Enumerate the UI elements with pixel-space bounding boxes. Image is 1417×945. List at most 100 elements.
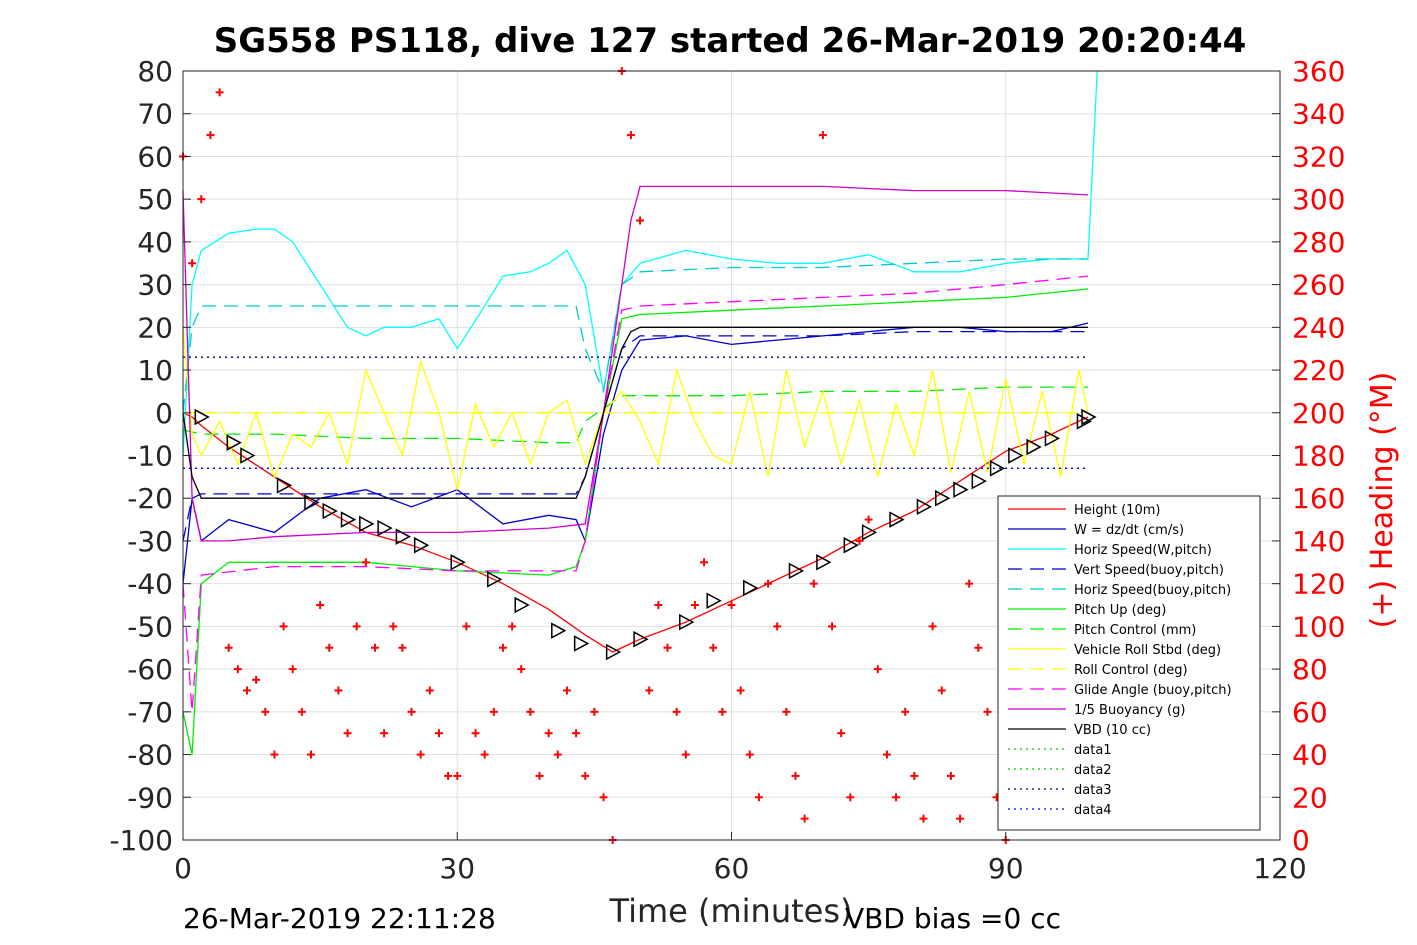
left-tick-label: -10 <box>127 440 173 473</box>
vbd-marker <box>605 643 622 661</box>
heading-point <box>197 195 206 204</box>
heading-point <box>562 686 571 695</box>
legend-label: VBD (10 cc) <box>1074 723 1151 738</box>
vbd-marker <box>843 536 859 554</box>
heading-point <box>233 665 242 674</box>
legend-label: Pitch Control (mm) <box>1074 623 1196 638</box>
series-line-9 <box>182 275 1089 712</box>
right-tick-label: 340 <box>1292 98 1345 131</box>
left-tick-label: -30 <box>127 525 173 558</box>
chart-title: SG558 PS118, dive 127 started 26-Mar-201… <box>214 21 1247 61</box>
legend-label: Horiz Speed(buoy,pitch) <box>1074 583 1231 598</box>
right-tick-label: 140 <box>1292 525 1345 558</box>
heading-point <box>297 707 306 716</box>
heading-point <box>526 707 535 716</box>
heading-point <box>370 643 379 652</box>
right-tick-label: 60 <box>1292 696 1328 729</box>
vbd-marker <box>816 554 832 571</box>
legend-label: Horiz Speed(W,pitch) <box>1074 543 1212 558</box>
series-line-0 <box>182 412 1089 653</box>
left-tick-label: -70 <box>127 696 173 729</box>
right-tick-label: 260 <box>1292 269 1345 302</box>
left-tick-label: 70 <box>137 98 173 131</box>
x-tick-label: 0 <box>174 852 192 885</box>
vbd-marker <box>194 408 210 426</box>
vbd-marker <box>916 498 933 516</box>
heading-point <box>882 750 891 759</box>
heading-point <box>590 707 599 716</box>
vbd-marker <box>551 622 567 639</box>
heading-point <box>965 579 974 588</box>
right-tick-label: 40 <box>1292 739 1328 772</box>
heading-point <box>846 793 855 802</box>
right-tick-label: 160 <box>1292 482 1345 515</box>
heading-point <box>809 579 818 588</box>
heading-point <box>700 558 709 567</box>
legend-label: data3 <box>1074 783 1112 798</box>
heading-point <box>901 707 910 716</box>
right-tick-label: 220 <box>1292 354 1345 387</box>
vbd-marker <box>679 613 695 631</box>
heading-point <box>773 622 782 631</box>
vbd-marker <box>1044 430 1061 447</box>
heading-point <box>389 622 398 631</box>
vbd-marker <box>450 554 466 571</box>
heading-point <box>974 643 983 652</box>
heading-point <box>754 793 763 802</box>
series-line-11 <box>182 326 1088 499</box>
left-tick-label: 10 <box>137 354 173 387</box>
heading-point <box>581 771 590 780</box>
legend-label: Height (10m) <box>1074 503 1160 518</box>
right-tick-label: 180 <box>1292 440 1345 473</box>
heading-point <box>261 707 270 716</box>
right-tick-label: 20 <box>1292 781 1328 814</box>
vbd-marker <box>953 481 969 498</box>
heading-point <box>837 729 846 738</box>
left-tick-label: 20 <box>137 311 173 344</box>
left-axis-ticks: 80 70 60 50 40 30 20 10 0 -10 -20 -30 -40 -50 -60 -70 -8… <box>109 55 191 857</box>
right-tick-label: 360 <box>1292 55 1345 88</box>
vbd-marker <box>359 515 375 533</box>
footer-timestamp: 26-Mar-2019 22:11:28 <box>183 902 496 935</box>
heading-point <box>910 771 919 780</box>
vbd-marker <box>240 447 256 464</box>
left-tick-label: 0 <box>155 397 173 430</box>
x-tick-label: 60 <box>714 852 750 885</box>
vbd-marker <box>743 579 759 597</box>
heading-point <box>782 707 791 716</box>
vbd-marker <box>1008 447 1024 464</box>
heading-point <box>306 750 315 759</box>
right-tick-label: 240 <box>1292 311 1345 344</box>
heading-point <box>553 750 562 759</box>
left-tick-label: -50 <box>127 610 173 643</box>
heading-point <box>828 622 837 631</box>
heading-point <box>361 558 370 567</box>
heading-point <box>636 216 645 225</box>
series-line-1 <box>182 322 1089 584</box>
series-line-4 <box>182 258 1088 413</box>
heading-point <box>709 643 718 652</box>
legend-label: W = dz/dt (cm/s) <box>1074 523 1184 538</box>
heading-point <box>489 707 498 716</box>
heading-point <box>864 515 873 524</box>
vbd-marker <box>989 460 1006 477</box>
left-tick-label: 30 <box>137 269 173 302</box>
vbd-markers-layer <box>194 408 1097 661</box>
heading-point <box>242 686 251 695</box>
vbd-marker <box>226 434 242 451</box>
vbd-marker <box>413 536 430 554</box>
heading-point <box>188 259 197 268</box>
heading-point <box>380 729 389 738</box>
vbd-marker <box>395 528 411 545</box>
left-tick-label: -20 <box>127 482 173 515</box>
vbd-marker <box>1081 408 1097 426</box>
heading-point <box>736 686 745 695</box>
heading-point <box>407 707 416 716</box>
right-tick-label: 200 <box>1292 397 1345 430</box>
x-tick-label: 120 <box>1253 852 1306 885</box>
legend-label: Pitch Up (deg) <box>1074 603 1166 618</box>
heading-point <box>818 131 827 140</box>
vbd-marker <box>633 630 649 648</box>
heading-point <box>672 707 681 716</box>
